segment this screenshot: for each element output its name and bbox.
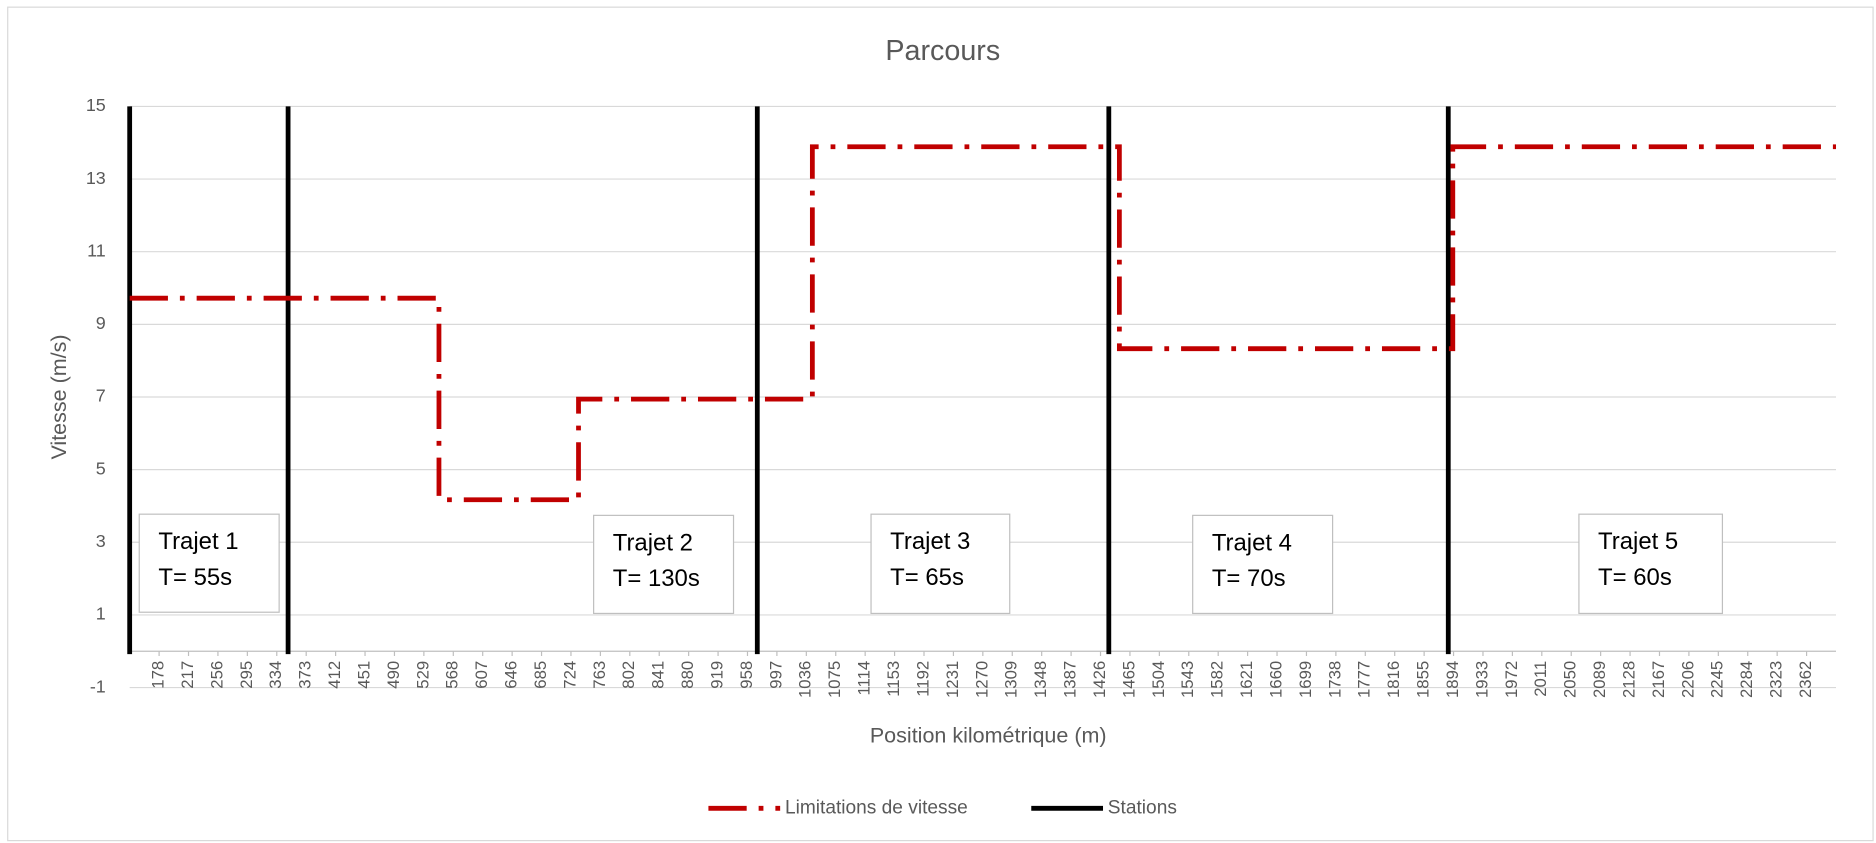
x-tick-label: 1699 (1296, 661, 1315, 698)
annotation-text: T= 130s (613, 565, 700, 592)
x-tick-label: 685 (531, 661, 550, 689)
annotation-text: T= 65s (890, 564, 964, 591)
x-tick-label: 334 (266, 661, 285, 689)
x-tick-label: 802 (619, 661, 638, 689)
x-tick-label: 919 (707, 661, 726, 689)
speed-limit-line (129, 144, 1837, 503)
x-tick-label: 1933 (1472, 661, 1491, 698)
x-tick-label: 1153 (884, 661, 903, 697)
x-tick-label: 1855 (1414, 661, 1433, 698)
annotation-box (138, 513, 280, 613)
y-tick-label: -1 (90, 676, 106, 696)
y-tick-label: 9 (96, 313, 106, 333)
annotation-box (593, 514, 735, 615)
x-tick-label: 997 (766, 661, 785, 689)
x-tick-label: 451 (354, 661, 373, 689)
x-tick-label: 1075 (825, 661, 844, 698)
x-tick-label: 295 (237, 661, 256, 689)
x-tick-label: 1660 (1266, 661, 1285, 698)
x-tick-label: 412 (325, 661, 344, 689)
x-tick-label: 1582 (1208, 661, 1227, 698)
x-tick-label: 646 (502, 661, 521, 689)
chart-title: Parcours (885, 35, 1000, 67)
x-tick-label: 1465 (1119, 661, 1138, 698)
annotation-text: Trajet 5 (1598, 528, 1678, 555)
y-tick-label: 5 (96, 458, 106, 478)
x-tick-label: 880 (678, 661, 697, 689)
annotation-text: Trajet 1 (158, 528, 238, 555)
x-tick-label: 256 (207, 661, 226, 689)
x-tick-label: 2167 (1649, 661, 1668, 698)
x-tick-label: 724 (560, 661, 579, 689)
x-tick-label: 1192 (913, 661, 932, 697)
annotation-text: Trajet 2 (613, 529, 693, 556)
x-tick-label: 2284 (1737, 661, 1756, 698)
annotation-text: T= 70s (1212, 565, 1286, 592)
legend-label: Stations (1108, 797, 1177, 818)
x-tick-label: 178 (149, 661, 168, 689)
y-tick-label: 3 (96, 531, 106, 551)
x-tick-label: 2128 (1619, 661, 1638, 698)
x-tick-label: 529 (413, 661, 432, 689)
x-tick-label: 1270 (972, 661, 991, 698)
x-tick-label: 1738 (1325, 661, 1344, 698)
x-tick-label: 1504 (1149, 661, 1168, 698)
annotation-box (1578, 513, 1724, 615)
x-tick-label: 1114 (855, 661, 874, 696)
x-tick-label: 1231 (943, 661, 962, 698)
annotation-text: T= 55s (158, 564, 232, 591)
x-tick-label: 763 (590, 661, 609, 689)
y-tick-label: 7 (96, 386, 106, 406)
annotation-box (1192, 514, 1334, 615)
x-tick-label: 958 (737, 661, 756, 689)
x-tick-label: 490 (384, 661, 403, 689)
y-tick-label: 15 (86, 95, 106, 115)
x-tick-label: 1036 (796, 661, 815, 698)
y-tick-label: 11 (87, 240, 106, 260)
annotation-text: Trajet 3 (890, 528, 970, 555)
x-tick-label: 1816 (1384, 661, 1403, 698)
x-tick-label: 2245 (1708, 661, 1727, 698)
y-tick-label: 13 (86, 168, 106, 188)
x-tick-label: 1621 (1237, 661, 1256, 698)
x-tick-label: 373 (296, 661, 315, 689)
annotation-box (870, 513, 1011, 615)
x-tick-label: 607 (472, 661, 491, 689)
x-tick-label: 2050 (1561, 661, 1580, 698)
x-tick-label: 1426 (1090, 661, 1109, 698)
x-tick-label: 2089 (1590, 661, 1609, 698)
x-tick-label: 1894 (1443, 661, 1462, 698)
x-tick-label: 2011 (1531, 661, 1550, 697)
x-tick-label: 841 (649, 661, 668, 689)
y-axis-title: Vitesse (m/s) (47, 334, 71, 459)
x-tick-label: 2206 (1678, 661, 1697, 698)
x-tick-label: 568 (443, 661, 462, 689)
x-tick-label: 2362 (1796, 661, 1815, 698)
x-tick-label: 217 (178, 661, 197, 689)
x-tick-label: 1387 (1061, 661, 1080, 698)
x-tick-label: 1348 (1031, 661, 1050, 698)
x-tick-label: 1972 (1502, 661, 1521, 698)
y-tick-label: 1 (96, 604, 106, 624)
x-tick-label: 1309 (1002, 661, 1021, 698)
legend-label: Limitations de vitesse (785, 797, 968, 818)
x-tick-label: 2323 (1767, 661, 1786, 698)
x-axis-title: Position kilométrique (m) (870, 723, 1107, 747)
annotation-text: Trajet 4 (1212, 529, 1292, 556)
annotation-text: T= 60s (1598, 564, 1672, 591)
x-tick-label: 1543 (1178, 661, 1197, 698)
x-tick-label: 1777 (1355, 661, 1374, 698)
